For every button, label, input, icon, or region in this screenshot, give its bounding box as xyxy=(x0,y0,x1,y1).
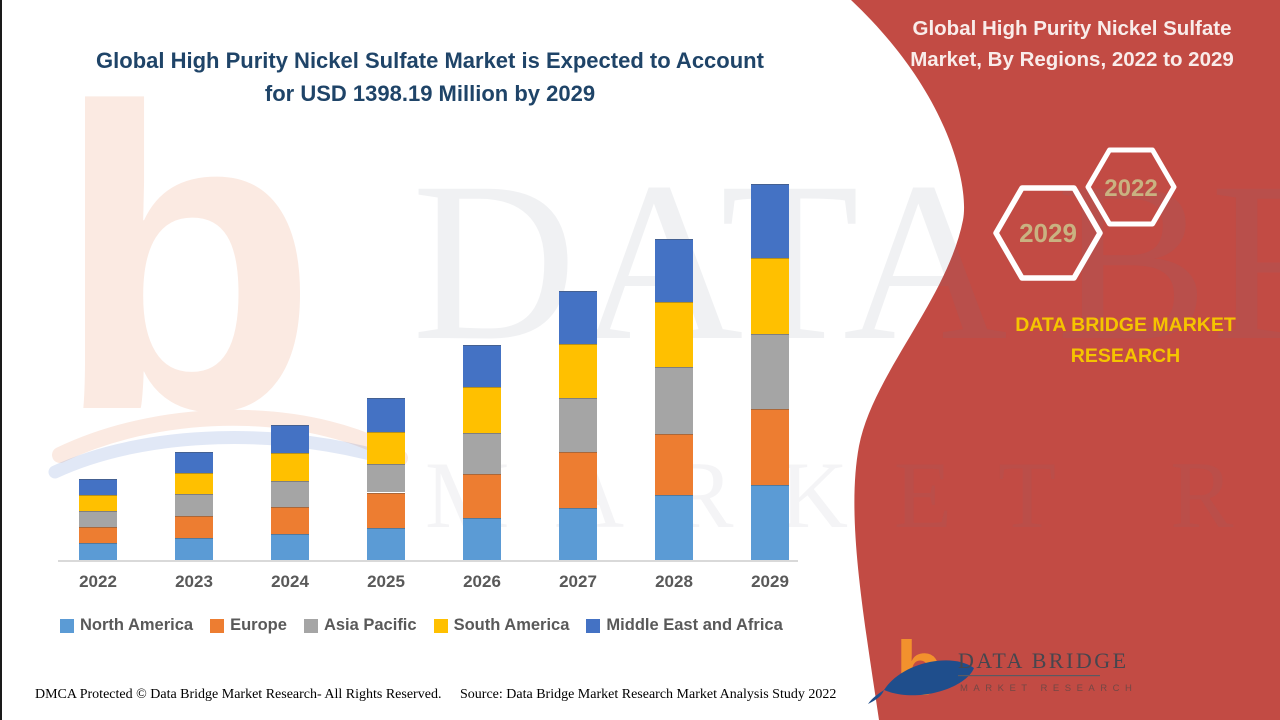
bar-segment-middle-east-and-africa-2025 xyxy=(367,397,405,432)
x-tick-2028: 2028 xyxy=(655,572,693,591)
legend-item-middle-east-and-africa: Middle East and Africa xyxy=(586,616,783,635)
hexagon-2022-icon xyxy=(1085,147,1177,227)
bar-segment-europe-2027 xyxy=(559,451,597,508)
bar-segment-europe-2026 xyxy=(463,473,501,518)
bar-segment-middle-east-and-africa-2024 xyxy=(271,424,309,453)
bar-segment-asia-pacific-2023 xyxy=(175,494,213,517)
bar-segment-south-america-2024 xyxy=(271,452,309,481)
bar-segment-asia-pacific-2024 xyxy=(271,480,309,508)
bar-segment-north-america-2023 xyxy=(175,538,213,560)
bar-segment-north-america-2022 xyxy=(79,543,117,560)
logo-subtitle: MARKET RESEARCH xyxy=(960,683,1137,694)
bar-segment-north-america-2026 xyxy=(463,517,501,560)
x-tick-2024: 2024 xyxy=(271,572,309,591)
bar-segment-europe-2028 xyxy=(655,433,693,495)
chart-legend: North America Europe Asia Pacific South Ame… xyxy=(60,616,783,635)
legend-swatch-icon xyxy=(303,618,318,633)
x-axis-line xyxy=(58,560,798,562)
panel-title: Global High Purity Nickel Sulfate Market… xyxy=(872,14,1272,76)
bar-segment-middle-east-and-africa-2026 xyxy=(463,345,501,388)
x-tick-2027: 2027 xyxy=(559,572,597,591)
bar-segment-south-america-2026 xyxy=(463,387,501,433)
bar-segment-north-america-2025 xyxy=(367,527,405,560)
bar-segment-europe-2029 xyxy=(751,409,789,485)
legend-swatch-icon xyxy=(60,618,74,633)
page-title: Global High Purity Nickel Sulfate Market… xyxy=(55,44,805,110)
legend-item-europe: Europe xyxy=(210,616,287,635)
page-title-line-2: for USD 1398.19 Million by 2029 xyxy=(264,81,596,106)
bar-segment-south-america-2025 xyxy=(367,431,405,464)
bar-segment-asia-pacific-2029 xyxy=(751,334,789,410)
bar-segment-asia-pacific-2027 xyxy=(559,397,597,452)
watermark-text-data-bridge: DATA BRIDGE xyxy=(412,136,1280,388)
legend-label: Asia Pacific xyxy=(323,616,417,634)
panel-title-line-1: Global High Purity Nickel Sulfate xyxy=(912,17,1232,40)
legend-label: South America xyxy=(453,616,570,634)
legend-label: North America xyxy=(80,616,194,634)
watermark-logo-b: b xyxy=(55,20,318,500)
bar-segment-middle-east-and-africa-2023 xyxy=(175,451,213,474)
bar-segment-middle-east-and-africa-2028 xyxy=(655,239,693,303)
legend-item-north-america: North America xyxy=(60,616,193,635)
bar-segment-europe-2024 xyxy=(271,507,309,534)
hexagon-2029-label: 2029 xyxy=(1019,218,1077,248)
hexagon-2022-label: 2022 xyxy=(1104,175,1157,202)
bar-segment-asia-pacific-2022 xyxy=(79,511,117,528)
bar-segment-asia-pacific-2028 xyxy=(655,366,693,434)
x-tick-2023: 2023 xyxy=(175,572,213,591)
hexagon-2029-icon xyxy=(993,185,1103,281)
page-title-line-1: Global High Purity Nickel Sulfate Market… xyxy=(96,48,764,73)
x-tick-2025: 2025 xyxy=(367,572,405,591)
panel-title-line-2: Market, By Regions, 2022 to 2029 xyxy=(910,47,1234,71)
source-note: Source: Data Bridge Market Research Mark… xyxy=(460,687,837,702)
bar-segment-middle-east-and-africa-2029 xyxy=(751,184,789,258)
bar-segment-europe-2025 xyxy=(367,492,405,528)
bar-segment-europe-2023 xyxy=(175,516,213,539)
bar-segment-north-america-2028 xyxy=(655,494,693,560)
logo-divider xyxy=(958,675,1100,677)
left-edge-border xyxy=(0,0,2,720)
dmca-notice: DMCA Protected © Data Bridge Market Rese… xyxy=(35,687,442,702)
bar-segment-south-america-2029 xyxy=(751,258,789,335)
x-tick-2026: 2026 xyxy=(463,572,501,591)
legend-swatch-icon xyxy=(586,618,601,633)
bar-segment-middle-east-and-africa-2022 xyxy=(79,478,117,495)
bar-segment-north-america-2029 xyxy=(751,484,789,560)
bar-segment-asia-pacific-2025 xyxy=(367,463,405,493)
bar-segment-south-america-2028 xyxy=(655,302,693,367)
legend-label: Europe xyxy=(230,616,287,634)
bar-segment-north-america-2024 xyxy=(271,533,309,560)
x-tick-2022: 2022 xyxy=(79,572,117,591)
legend-item-south-america: South America xyxy=(433,616,570,635)
logo-title: DATA BRIDGE xyxy=(958,648,1129,673)
bar-segment-middle-east-and-africa-2027 xyxy=(559,291,597,345)
brand-name-gold: DATA BRIDGE MARKET RESEARCH xyxy=(1015,314,1236,368)
bar-segment-europe-2022 xyxy=(79,527,117,544)
bar-segment-south-america-2022 xyxy=(79,494,117,512)
logo-swoosh-icon xyxy=(868,660,974,704)
legend-swatch-icon xyxy=(433,618,448,633)
bar-segment-asia-pacific-2026 xyxy=(463,432,501,474)
bar-segment-north-america-2027 xyxy=(559,507,597,560)
x-tick-2029: 2029 xyxy=(751,572,789,591)
legend-label: Middle East and Africa xyxy=(606,616,783,634)
legend-swatch-icon xyxy=(210,618,225,633)
legend-item-asia-pacific: Asia Pacific xyxy=(303,616,417,635)
bar-segment-south-america-2027 xyxy=(559,344,597,398)
bar-segment-south-america-2023 xyxy=(175,473,213,495)
